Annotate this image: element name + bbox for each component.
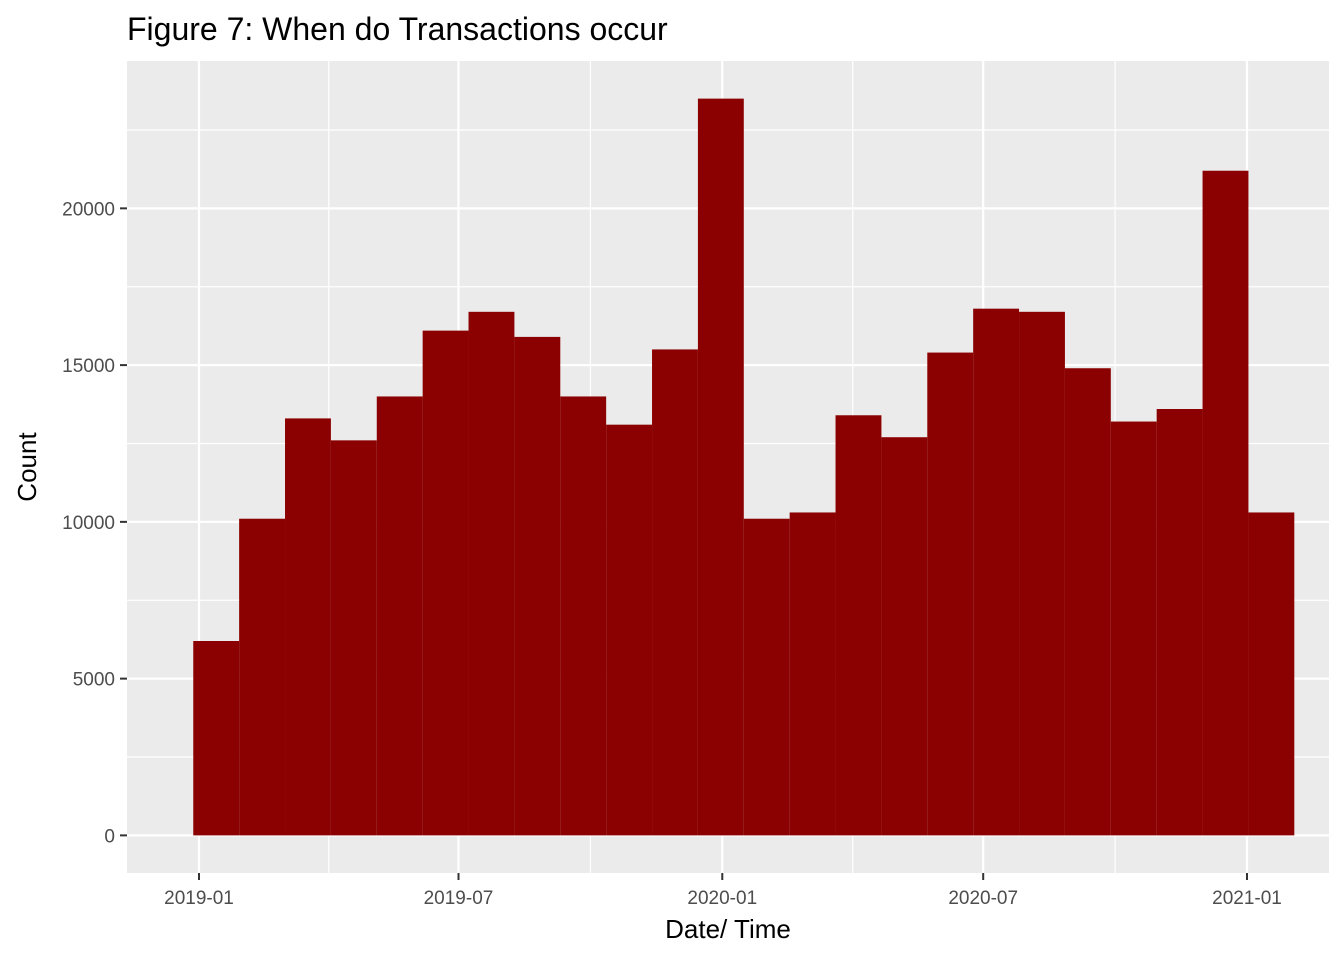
- histogram-bar: [789, 512, 836, 836]
- histogram-bar: [514, 336, 561, 836]
- histogram-bar: [1248, 512, 1295, 836]
- x-tick-label: 2020-07: [948, 888, 1018, 909]
- histogram-bar: [927, 352, 974, 836]
- histogram-bar: [697, 98, 744, 836]
- y-tick-label: 15000: [62, 356, 115, 377]
- x-axis-title: Date/ Time: [665, 914, 791, 944]
- histogram-bar: [743, 518, 790, 836]
- y-tick-label: 10000: [62, 513, 115, 534]
- y-axis: 0 5000 10000 15000 20000: [62, 199, 127, 847]
- x-tick-label: 2020-01: [687, 888, 757, 909]
- y-tick-label: 0: [104, 826, 115, 847]
- histogram-bar: [376, 396, 423, 836]
- histogram-bar: [422, 330, 469, 836]
- y-axis-title: Count: [12, 432, 42, 502]
- histogram-bar: [193, 641, 240, 836]
- histogram-bar: [560, 396, 607, 836]
- histogram-bar: [881, 437, 928, 836]
- histogram-bar: [330, 440, 377, 836]
- histogram-bar: [1019, 311, 1065, 836]
- histogram-bar: [606, 424, 653, 836]
- histogram-bar: [973, 308, 1020, 836]
- histogram-bar: [1156, 409, 1203, 836]
- histogram-bar: [1110, 421, 1157, 836]
- bars: [193, 98, 1295, 836]
- x-tick-label: 2019-07: [424, 888, 494, 909]
- x-axis: 2019-01 2019-07 2020-01 2020-07 2021-01: [164, 873, 1282, 909]
- y-tick-label: 20000: [62, 199, 115, 220]
- histogram-bar: [468, 311, 515, 836]
- y-tick-label: 5000: [73, 670, 115, 691]
- x-tick-label: 2019-01: [164, 888, 234, 909]
- histogram-bar: [652, 349, 698, 836]
- chart-title: Figure 7: When do Transactions occur: [127, 11, 668, 47]
- x-tick-label: 2021-01: [1212, 888, 1282, 909]
- histogram-bar: [239, 518, 286, 836]
- histogram-bar: [285, 418, 331, 836]
- histogram-bar: [1202, 170, 1249, 836]
- histogram-bar: [1064, 368, 1111, 836]
- histogram-bar: [835, 415, 882, 836]
